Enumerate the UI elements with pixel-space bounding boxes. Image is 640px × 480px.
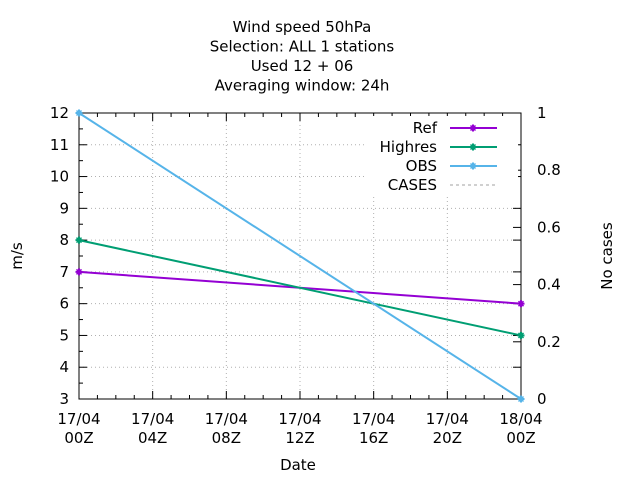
chart-title-line: Wind speed 50hPa: [233, 18, 372, 36]
y-tick-label: 9: [59, 199, 69, 217]
x-tick-label-date: 17/04: [352, 410, 395, 428]
series-line-highres: [78, 239, 522, 337]
legend-label-obs: OBS: [406, 157, 437, 175]
legend-label-cases: CASES: [388, 176, 437, 194]
chart-text: Wind speed 50hPa Selection: ALL 1 station…: [8, 18, 616, 474]
y-tick-label: 8: [59, 231, 69, 249]
y-tick-label: 12: [50, 104, 69, 122]
y-tick-label: 7: [59, 263, 69, 281]
legend-background: [364, 116, 518, 196]
legend-marker-ref: [469, 124, 477, 132]
series-line-obs: [78, 112, 522, 400]
y2-tick-label: 0.8: [537, 161, 561, 179]
x-tick-label-date: 17/04: [426, 410, 469, 428]
chart-title-line: Averaging window: 24h: [215, 77, 390, 95]
x-tick-label-date: 18/04: [499, 410, 542, 428]
data-point-obs: [517, 395, 525, 403]
legend-marker-obs: [469, 162, 477, 170]
axes: [78, 112, 522, 400]
y2-tick-label: 0: [537, 390, 547, 408]
y-tick-label: 11: [50, 136, 69, 154]
data-point-highres: [75, 236, 83, 244]
x-axis-label: Date: [280, 456, 316, 474]
series-lines: [75, 109, 525, 403]
y-tick-label: 4: [59, 358, 69, 376]
data-point-highres: [517, 331, 525, 339]
chart-title-line: Selection: ALL 1 stations: [210, 38, 395, 56]
x-tick-label-hour: 00Z: [506, 429, 535, 447]
data-point-ref: [517, 300, 525, 308]
legend-label-ref: Ref: [413, 119, 438, 137]
data-point-ref: [75, 268, 83, 276]
y-tick-label: 3: [59, 390, 69, 408]
y2-tick-label: 0.6: [537, 218, 561, 236]
legend-label-highres: Highres: [380, 138, 438, 156]
x-tick-label-date: 17/04: [205, 410, 248, 428]
y2-axis-label: No cases: [598, 222, 616, 290]
x-tick-label-hour: 20Z: [433, 429, 462, 447]
x-tick-label-hour: 00Z: [64, 429, 93, 447]
y-tick-label: 5: [59, 326, 69, 344]
y2-tick-label: 0.2: [537, 333, 561, 351]
y-tick-label: 10: [50, 168, 69, 186]
x-tick-label-date: 17/04: [57, 410, 100, 428]
x-tick-label-hour: 04Z: [138, 429, 167, 447]
y-axis-label: m/s: [8, 242, 26, 270]
x-tick-label-date: 17/04: [278, 410, 321, 428]
data-point-obs: [75, 109, 83, 117]
chart-title-line: Used 12 + 06: [251, 57, 354, 75]
x-tick-label-hour: 12Z: [285, 429, 314, 447]
y2-tick-label: 1: [537, 104, 547, 122]
x-tick-label-hour: 16Z: [359, 429, 388, 447]
x-tick-label-hour: 08Z: [212, 429, 241, 447]
y2-tick-label: 0.4: [537, 276, 561, 294]
legend-marker-highres: [469, 143, 477, 151]
x-tick-label-date: 17/04: [131, 410, 174, 428]
y-tick-label: 6: [59, 295, 69, 313]
